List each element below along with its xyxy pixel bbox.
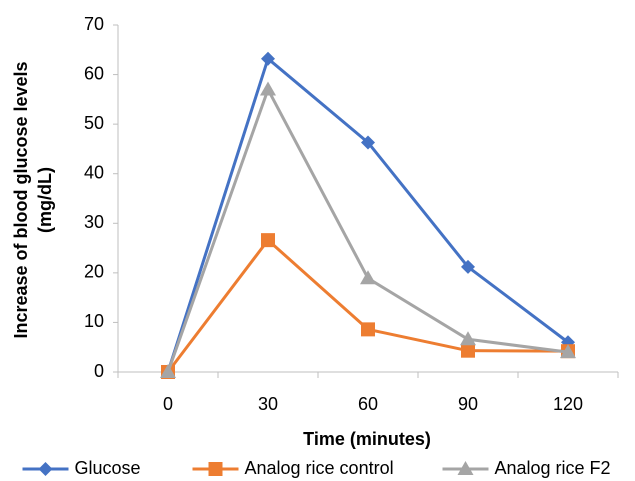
y-axis-title: Increase of blood glucose levels (mg/dL) — [11, 61, 55, 338]
legend-label: Analog rice F2 — [495, 458, 611, 478]
y-tick-label: 70 — [84, 14, 104, 34]
data-point — [361, 135, 375, 150]
y-tick-label: 40 — [84, 162, 104, 182]
data-point — [461, 259, 475, 274]
series-line — [166, 238, 569, 373]
data-point — [361, 322, 375, 337]
x-tick-label: 90 — [458, 394, 478, 414]
x-tick-label: 120 — [553, 394, 583, 414]
x-tick-label: 0 — [163, 394, 173, 414]
y-axis-title-line: (mg/dL) — [35, 167, 55, 233]
y-tick-label: 0 — [94, 361, 104, 381]
data-point — [261, 51, 275, 66]
legend-label: Glucose — [75, 458, 141, 478]
data-point — [160, 364, 176, 378]
x-tick-label: 60 — [358, 394, 378, 414]
data-point — [360, 270, 376, 285]
y-tick-label: 10 — [84, 311, 104, 331]
y-tick-label: 30 — [84, 212, 104, 232]
data-point — [260, 81, 276, 96]
x-axis-title: Time (minutes) — [303, 429, 431, 449]
x-tick-label: 30 — [258, 394, 278, 414]
data-point — [461, 343, 475, 358]
legend-marker — [38, 462, 53, 476]
y-tick-label: 20 — [84, 262, 104, 282]
legend-label: Analog rice control — [245, 458, 394, 478]
data-point — [560, 344, 576, 359]
legend-marker — [457, 461, 474, 475]
data-point — [460, 331, 476, 346]
legend-marker — [208, 462, 223, 476]
y-tick-label: 60 — [84, 63, 104, 83]
data-point — [261, 233, 275, 248]
y-tick-label: 50 — [84, 113, 104, 133]
y-axis-title-line: Increase of blood glucose levels — [11, 61, 31, 338]
